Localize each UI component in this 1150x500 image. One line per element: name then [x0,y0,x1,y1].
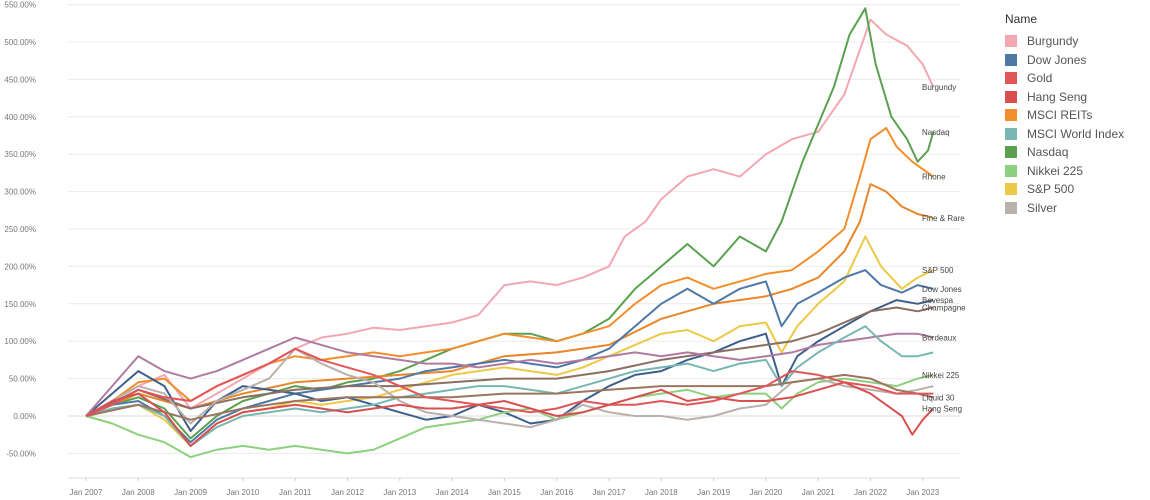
x-tick-label: Jan 2022 [854,488,887,497]
y-tick-label: 150.00% [4,300,36,309]
y-tick-label: 100.00% [4,337,36,346]
legend-items: Burgundy Dow Jones Gold Hang Seng MSCI REITs… [1005,32,1145,217]
legend-swatch [1005,183,1017,196]
series-end-label: Bordeaux [922,333,956,342]
y-tick-label: -50.00% [6,449,36,458]
legend-swatch [1005,146,1017,159]
legend-swatch [1005,127,1017,140]
legend-item[interactable]: Hang Seng [1005,88,1145,107]
legend-label: MSCI World Index [1027,126,1125,141]
legend-label: Silver [1027,200,1058,215]
series-end-label: Burgundy [922,83,956,92]
legend-item[interactable]: Burgundy [1005,32,1145,51]
x-tick-label: Jan 2013 [383,488,416,497]
legend-item[interactable]: S&P 500 [1005,180,1145,199]
y-tick-label: 500.00% [4,38,36,47]
legend-label: Dow Jones [1027,52,1087,67]
series-end-label: S&P 500 [922,266,954,275]
legend-title: Name [1005,12,1038,26]
series-line-gold [85,347,934,417]
legend-swatch [1005,164,1017,177]
x-tick-label: Jan 2007 [70,488,103,497]
y-tick-label: 250.00% [4,225,36,234]
legend-label: Nasdaq [1027,145,1069,160]
legend-swatch [1005,109,1017,122]
series-end-label: Fine & Rare [922,214,965,223]
y-tick-label: 50.00% [9,375,36,384]
grid [68,4,960,454]
x-tick-label: Jan 2021 [802,488,835,497]
series-line-hang-seng [85,381,935,447]
y-tick-label: 300.00% [4,188,36,197]
x-tick-label: Jan 2015 [488,488,521,497]
series-line-bovespa [85,299,934,432]
legend: Name Burgundy Dow Jones Gold Hang Seng MSCI … [1005,12,1145,217]
series-end-label: Rhone [922,173,946,182]
x-tick-label: Jan 2020 [749,488,782,497]
x-tick-label: Jan 2011 [279,488,312,497]
legend-label: MSCI REITs [1027,108,1093,123]
x-tick-label: Jan 2010 [226,488,259,497]
x-tick-label: Jan 2009 [174,488,207,497]
y-tick-label: 400.00% [4,113,36,122]
legend-item[interactable]: Nikkei 225 [1005,162,1145,181]
legend-label: Burgundy [1027,34,1079,49]
series-end-label: Nikkei 225 [922,371,960,380]
series-line-burgundy [85,18,935,417]
series-end-label: Champagne [922,304,966,313]
y-tick-label: 350.00% [4,150,36,159]
series-end-label: Nasdaq [922,128,950,137]
series-line-liquid-30 [85,373,934,421]
x-tick-label: Jan 2023 [906,488,939,497]
series-end-label: Liquid 30 [922,393,955,402]
legend-label: S&P 500 [1027,182,1075,197]
legend-item[interactable]: Nasdaq [1005,143,1145,162]
series-lines [85,7,935,459]
y-tick-label: 200.00% [4,262,36,271]
series-line-bordeaux [85,332,934,417]
legend-swatch [1005,53,1017,66]
axes: 550.00% 500.00% 450.00% 400.00% 350.00% 300.0… [4,1,960,497]
legend-swatch [1005,201,1017,214]
series-line-msci-world-index [85,325,934,447]
series-end-label: Hang Seng [922,405,962,414]
legend-label: Gold [1027,71,1053,86]
legend-label: Hang Seng [1027,89,1088,104]
legend-item[interactable]: MSCI REITs [1005,106,1145,125]
legend-swatch [1005,72,1017,85]
end-labels: Burgundy Nasdaq Rhone Fine & Rare S&P 500 Dow… [922,83,966,414]
x-tick-label: Jan 2012 [331,488,364,497]
y-tick-label: 450.00% [4,75,36,84]
x-tick-label: Jan 2017 [593,488,626,497]
legend-item[interactable]: Silver [1005,199,1145,218]
x-tick-label: Jan 2008 [122,488,155,497]
series-line-champagne [85,306,934,417]
legend-swatch [1005,35,1017,48]
y-tick-label: 550.00% [4,1,36,10]
legend-item[interactable]: MSCI World Index [1005,125,1145,144]
legend-swatch [1005,90,1017,103]
series-end-label: Bovespa [922,296,954,305]
series-end-label: Dow Jones [922,285,962,294]
x-tick-label: Jan 2018 [645,488,678,497]
legend-item[interactable]: Dow Jones [1005,51,1145,70]
x-tick-label: Jan 2019 [697,488,730,497]
x-tick-label: Jan 2016 [540,488,573,497]
legend-label: Nikkei 225 [1027,163,1084,178]
series-line-fine-rare [85,183,934,417]
x-tick-label: Jan 2014 [436,488,469,497]
y-tick-label: 0.00% [13,412,36,421]
legend-item[interactable]: Gold [1005,69,1145,88]
